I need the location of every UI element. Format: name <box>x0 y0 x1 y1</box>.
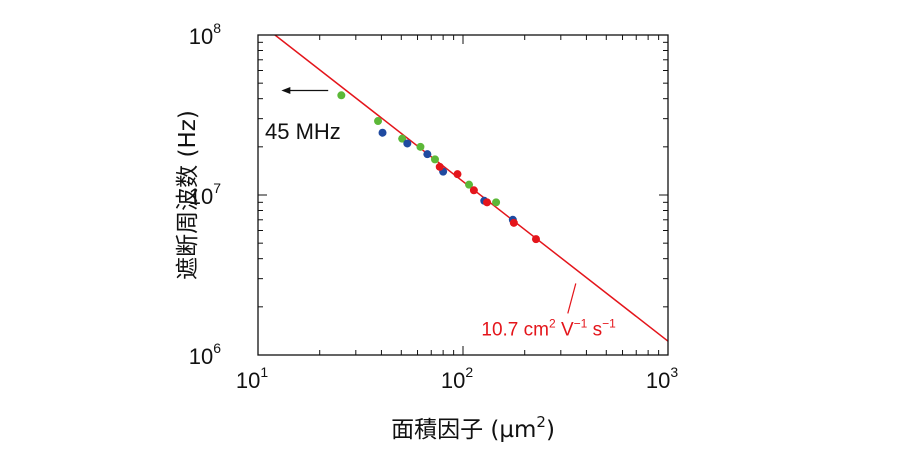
series-1 <box>378 128 517 224</box>
data-point <box>423 150 432 159</box>
frame-layer <box>257 34 669 356</box>
annotation-label: 45 MHz <box>265 119 341 144</box>
data-point <box>416 142 425 151</box>
series-0 <box>337 91 501 207</box>
y-axis-title: 遮断周波数 (Hz) <box>175 110 201 280</box>
data-point <box>378 128 387 137</box>
data-point <box>453 170 462 179</box>
data-point <box>492 198 501 207</box>
x-tick-label: 102 <box>441 364 473 393</box>
data-point <box>483 198 492 207</box>
x-axis-title: 面積因子 (µm2) <box>391 413 555 443</box>
plot-frame <box>257 34 669 356</box>
x-tick-label: 101 <box>236 364 268 393</box>
data-point <box>509 218 518 227</box>
annotation-arrow-head <box>281 86 291 94</box>
data-point <box>374 117 383 126</box>
data-point <box>398 134 407 143</box>
x-tick-label: 103 <box>646 364 678 393</box>
data-point <box>531 235 540 244</box>
y-tick-label: 108 <box>189 20 221 49</box>
data-point <box>337 91 346 100</box>
y-tick-label: 106 <box>189 340 221 369</box>
series-2 <box>435 162 540 244</box>
data-point <box>435 162 444 171</box>
marks-layer <box>274 35 668 342</box>
data-point <box>465 180 474 189</box>
data-point <box>469 186 478 195</box>
fit-label-leader <box>567 283 577 314</box>
data-point <box>403 139 412 148</box>
y-tick-label: 107 <box>189 180 221 209</box>
data-point <box>430 155 439 164</box>
labels-layer: 101 102 103 106 107 108 面積因子 (µm2) 遮断周波数 (Hz) 45… <box>175 20 678 443</box>
fit-line-label: 10.7 cm2 V−1 s−1 <box>481 316 616 340</box>
